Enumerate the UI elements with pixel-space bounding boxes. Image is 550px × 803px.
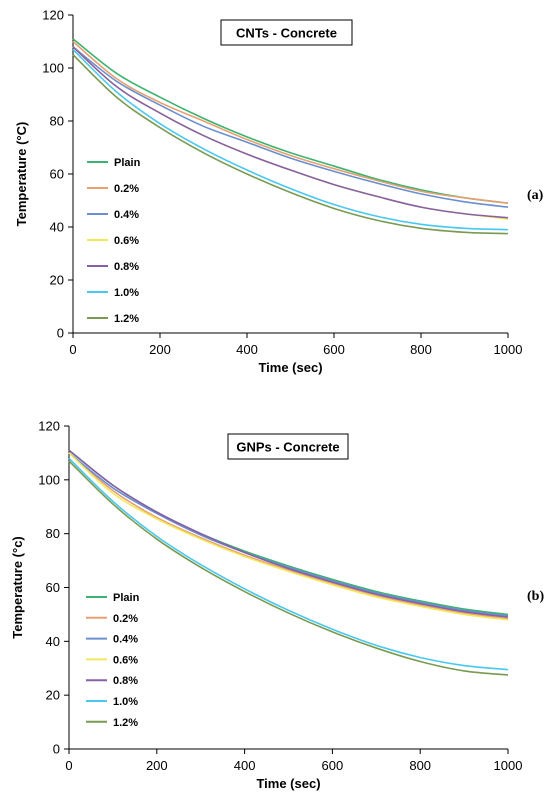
legend-label-1: 0.2% (113, 613, 138, 625)
y-tick-label: 40 (50, 220, 64, 235)
y-axis-label: Temperature (°c) (10, 536, 25, 638)
legend-label-4: 0.8% (114, 261, 139, 273)
series-line-2 (68, 452, 509, 617)
y-tick-label: 100 (42, 61, 64, 76)
y-tick-label: 20 (50, 273, 64, 288)
x-tick-label: 800 (410, 342, 432, 357)
chart-title: CNTs - Concrete (236, 26, 337, 41)
chart-title-box (220, 19, 353, 46)
series-line-5 (68, 457, 509, 671)
chart-gnps-concrete: 0 20 40 60 80 100 120 0 200 400 600 800 1000 Time (se… (10, 419, 544, 792)
y-tick-label: 80 (50, 114, 64, 129)
panel-label: (b) (527, 589, 544, 604)
y-tick-label: 120 (38, 419, 60, 434)
y-axis-label: Temperature (°C) (14, 122, 29, 227)
legend-label-6: 1.2% (114, 313, 139, 325)
x-tick-label: 200 (146, 758, 168, 773)
x-axis-label: Time (sec) (258, 360, 322, 375)
x-tick-label: 600 (322, 758, 344, 773)
series-line-1 (72, 40, 509, 204)
y-tick-label: 20 (46, 688, 60, 703)
x-tick-label: 0 (65, 758, 72, 773)
series-line-6 (68, 460, 509, 676)
y-tick-label: 120 (42, 8, 64, 23)
panel-label: (a) (527, 188, 544, 203)
y-tick-label: 100 (38, 472, 60, 487)
x-tick-label: 1000 (494, 758, 523, 773)
series-line-0 (72, 38, 509, 204)
legend-label-0: Plain (114, 157, 141, 169)
legend-label-3: 0.6% (113, 654, 138, 666)
x-tick-label: 1000 (494, 342, 523, 357)
series-line-5 (72, 48, 509, 231)
series-line-6 (72, 54, 509, 235)
y-tick-label: 80 (46, 526, 60, 541)
y-tick-label: 60 (46, 580, 60, 595)
legend-label-6: 1.2% (113, 717, 138, 729)
legend-label-2: 0.4% (113, 634, 138, 646)
chart-title: GNPs - Concrete (236, 440, 339, 455)
legend-label-2: 0.4% (114, 209, 139, 221)
chart-cnts-concrete: 0 20 40 60 80 100 120 0 200 400 600 800 1000 Time (se… (14, 8, 544, 376)
x-tick-label: 800 (409, 758, 431, 773)
series-line-2 (72, 46, 509, 208)
x-axis-label: Time (sec) (256, 776, 320, 791)
legend-label-4: 0.8% (113, 675, 138, 687)
series-line-4 (68, 449, 509, 618)
series-line-0 (68, 449, 509, 616)
x-tick-label: 200 (149, 342, 171, 357)
y-tick-label: 0 (57, 326, 64, 341)
series-line-4 (72, 46, 509, 219)
legend-label-5: 1.0% (114, 287, 139, 299)
legend-label-1: 0.2% (114, 183, 139, 195)
y-tick-label: 60 (50, 167, 64, 182)
series-line-1 (68, 452, 509, 620)
y-tick-label: 40 (46, 634, 60, 649)
x-tick-label: 600 (323, 342, 345, 357)
legend-label-3: 0.6% (114, 235, 139, 247)
chart-title-box (227, 433, 349, 460)
y-tick-label: 0 (53, 742, 60, 757)
x-tick-label: 0 (69, 342, 76, 357)
legend-label-0: Plain (113, 592, 140, 604)
x-tick-label: 400 (234, 758, 256, 773)
x-tick-label: 400 (236, 342, 258, 357)
series-line-3 (68, 452, 509, 621)
legend-label-5: 1.0% (113, 696, 138, 708)
